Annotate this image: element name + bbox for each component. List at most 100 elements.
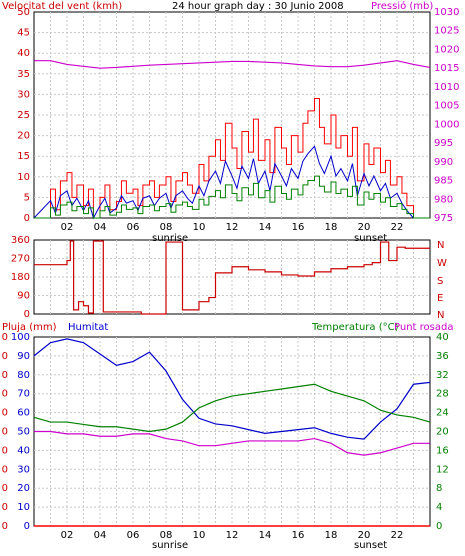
y-tick-label-rain: 0 — [2, 445, 8, 456]
humidity-axis-label: Humitat — [68, 322, 108, 333]
y-tick-label-humidity: 60 — [17, 408, 30, 419]
y-tick-label-temperature: 40 — [436, 332, 449, 343]
pressure-axis-label: Pressió (mb) — [371, 0, 433, 12]
y-tick-label-humidity: 0 — [24, 521, 30, 532]
x-tick-label: 14 — [259, 530, 272, 541]
x-tick-label: 20 — [358, 530, 371, 541]
y-tick-label-rain: 0 — [2, 427, 8, 438]
y-tick-label-direction: 270 — [11, 254, 30, 265]
x-tick-label: 22 — [391, 222, 404, 233]
y-tick-label-wind: 20 — [17, 131, 30, 142]
direction-line — [34, 240, 430, 315]
dewpoint-line — [34, 430, 430, 456]
x-tick-label: 02 — [61, 530, 74, 541]
x-tick-label: 16 — [292, 530, 305, 541]
wind-min-line — [34, 175, 430, 219]
y-tick-label-rain: 0 — [2, 464, 8, 475]
y-tick-label-wind: 30 — [17, 89, 30, 100]
y-tick-label-direction: 360 — [11, 235, 30, 246]
x-tick-label: 18 — [325, 222, 338, 233]
x-tick-label: 10 — [193, 530, 206, 541]
sunset-label-bottom: sunset — [354, 540, 387, 551]
x-tick-label: 22 — [391, 530, 404, 541]
direction-label-w: W — [437, 258, 447, 269]
x-tick-label: 08 — [160, 222, 173, 233]
y-tick-label-direction: 90 — [17, 291, 30, 302]
x-tick-label: 12 — [226, 222, 239, 233]
temperature-line — [33, 383, 431, 433]
y-tick-label-wind: 45 — [17, 28, 30, 39]
y-tick-label-pressure: 1000 — [434, 119, 459, 130]
dewpoint-axis-label: Punt rosada — [394, 322, 453, 333]
pressure-line — [34, 60, 431, 69]
y-tick-label-humidity: 80 — [17, 370, 30, 381]
x-tick-label: 16 — [292, 222, 305, 233]
x-tick-label: 02 — [61, 222, 74, 233]
y-tick-label-rain: 0 — [2, 351, 8, 362]
y-tick-label-pressure: 975 — [434, 213, 453, 224]
y-tick-label-wind: 35 — [17, 69, 30, 80]
x-tick-label: 06 — [127, 530, 140, 541]
y-tick-label-humidity: 40 — [17, 445, 30, 456]
y-tick-label-pressure: 985 — [434, 176, 453, 187]
y-tick-label-direction: 0 — [24, 309, 30, 320]
x-tick-label: 18 — [325, 530, 338, 541]
x-tick-label: 10 — [193, 222, 206, 233]
wind-axis-label: Velocitat del vent (kmh) — [2, 1, 122, 12]
y-tick-label-humidity: 90 — [17, 351, 30, 362]
page-title: 24 hour graph day : 30 Junio 2008 — [172, 1, 344, 12]
y-tick-label-wind: 50 — [17, 7, 30, 18]
y-tick-label-temperature: 20 — [436, 427, 449, 438]
rain-axis-label: Pluja (mm) — [2, 322, 57, 333]
sunrise-label-top: sunrise — [152, 233, 188, 244]
y-tick-label-temperature: 12 — [436, 464, 449, 475]
direction-label-n-bottom: N — [437, 310, 444, 321]
y-tick-label-temperature: 16 — [436, 445, 449, 456]
y-tick-label-temperature: 8 — [436, 483, 442, 494]
y-tick-label-temperature: 28 — [436, 389, 449, 400]
y-tick-label-rain: 0 — [2, 521, 8, 532]
y-tick-label-pressure: 980 — [434, 194, 453, 205]
y-tick-label-pressure: 1020 — [434, 44, 459, 55]
y-tick-label-pressure: 1015 — [434, 63, 459, 74]
direction-label-n-top: N — [437, 240, 444, 251]
x-tick-label: 04 — [94, 222, 107, 233]
y-tick-label-wind: 15 — [17, 151, 30, 162]
y-tick-label-humidity: 100 — [11, 332, 30, 343]
x-tick-label: 04 — [94, 530, 107, 541]
y-tick-label-humidity: 20 — [17, 483, 30, 494]
y-tick-label-temperature: 4 — [436, 502, 442, 513]
y-tick-label-pressure: 990 — [434, 157, 453, 168]
x-tick-label: 08 — [160, 530, 173, 541]
x-tick-label: 06 — [127, 222, 140, 233]
x-tick-label: 12 — [226, 530, 239, 541]
y-tick-label-wind: 10 — [17, 172, 30, 183]
y-tick-label-wind: 5 — [24, 192, 30, 203]
y-tick-label-temperature: 32 — [436, 370, 449, 381]
y-tick-label-pressure: 1005 — [434, 101, 459, 112]
temperature-axis-label: Temperatura (°C) — [311, 322, 399, 333]
y-tick-label-rain: 0 — [2, 483, 8, 494]
y-tick-label-rain: 0 — [2, 502, 8, 513]
y-tick-label-humidity: 70 — [17, 389, 30, 400]
x-tick-label: 20 — [358, 222, 371, 233]
wind-gust-line — [34, 98, 430, 219]
sunrise-label-bottom: sunrise — [152, 540, 188, 551]
y-tick-label-rain: 0 — [2, 332, 8, 343]
y-tick-label-rain: 0 — [2, 408, 8, 419]
sunset-label-top: sunset — [354, 233, 387, 244]
humidity-line — [33, 338, 431, 440]
x-tick-label: 14 — [259, 222, 272, 233]
y-tick-label-humidity: 50 — [17, 427, 30, 438]
y-tick-label-rain: 0 — [2, 370, 8, 381]
wind-avg-line — [33, 145, 414, 220]
y-tick-label-pressure: 995 — [434, 138, 453, 149]
y-tick-label-pressure: 1010 — [434, 82, 459, 93]
y-tick-label-rain: 0 — [2, 389, 8, 400]
y-tick-label-temperature: 24 — [436, 408, 449, 419]
direction-label-e: E — [437, 293, 443, 304]
y-tick-label-wind: 40 — [17, 48, 30, 59]
